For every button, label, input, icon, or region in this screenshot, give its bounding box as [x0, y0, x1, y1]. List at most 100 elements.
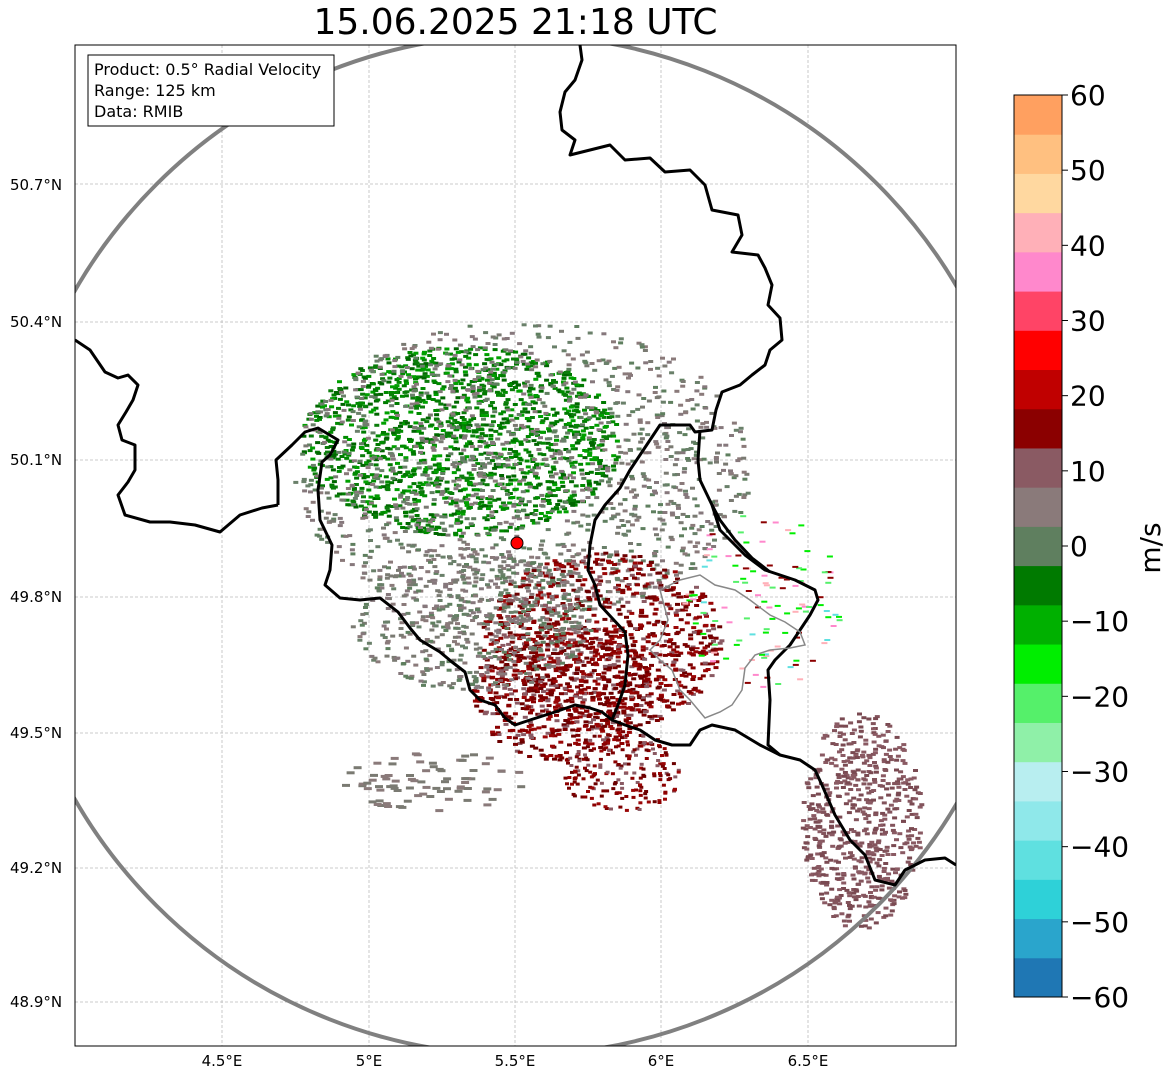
echo-pixel: [615, 655, 621, 659]
echo-pixel: [408, 354, 414, 358]
echo-pixel: [547, 715, 553, 718]
echo-pixel: [483, 434, 488, 438]
echo-pixel: [440, 533, 446, 537]
echo-pixel: [476, 401, 482, 405]
echo-pixel: [639, 592, 645, 595]
echo-pixel: [401, 342, 407, 346]
echo-pixel: [439, 544, 445, 548]
echo-pixel: [488, 683, 494, 687]
echo-pixel: [515, 733, 521, 737]
echo-pixel: [534, 667, 540, 671]
echo-pixel: [697, 651, 703, 655]
echo-pixel: [564, 751, 569, 755]
echo-pixel: [556, 584, 561, 588]
echo-pixel: [638, 801, 643, 805]
echo-pixel: [385, 357, 391, 361]
echo-pixel: [501, 609, 507, 613]
echo-pixel: [713, 525, 719, 528]
echo-pixel: [563, 614, 569, 618]
echo-pixel: [442, 515, 448, 519]
echo-pixel: [736, 492, 742, 496]
echo-pixel: [607, 656, 613, 660]
echo-pixel: [566, 698, 572, 702]
echo-pixel: [596, 644, 602, 648]
echo-pixel: [336, 450, 342, 454]
echo-pixel: [362, 512, 368, 516]
echo-pixel: [626, 743, 630, 747]
echo-pixel: [451, 405, 457, 409]
echo-pixel: [911, 841, 916, 845]
echo-pixel: [662, 483, 668, 487]
echo-pixel: [613, 781, 618, 784]
echo-pixel: [619, 519, 625, 522]
echo-pixel: [671, 502, 677, 505]
echo-pixel: [611, 683, 617, 687]
echo-pixel: [346, 403, 351, 407]
echo-pixel: [416, 429, 422, 433]
echo-pixel: [476, 375, 482, 379]
echo-pixel: [339, 520, 345, 524]
echo-pixel: [403, 394, 409, 398]
echo-pixel: [421, 367, 427, 371]
echo-pixel: [429, 614, 435, 618]
echo-pixel: [549, 595, 555, 598]
echo-pixel: [609, 411, 615, 415]
echo-pixel: [514, 357, 520, 361]
echo-pixel: [585, 472, 590, 475]
echo-pixel: [488, 473, 494, 477]
echo-pixel: [421, 519, 427, 523]
echo-pixel: [658, 778, 663, 782]
echo-pixel: [526, 389, 532, 393]
echo-pixel: [540, 753, 546, 757]
echo-pixel: [477, 599, 483, 603]
echo-pixel: [315, 410, 321, 414]
echo-pixel: [712, 538, 717, 542]
echo-pixel: [520, 410, 526, 414]
echo-pixel: [694, 419, 700, 423]
echo-pixel: [624, 808, 629, 812]
echo-pixel: [601, 738, 606, 742]
echo-pixel: [543, 552, 549, 556]
echo-pixel: [408, 448, 414, 452]
echo-pixel: [566, 450, 572, 454]
echo-pixel: [498, 536, 504, 540]
echo-pixel: [568, 405, 574, 409]
echo-pixel: [455, 468, 461, 472]
echo-pixel: [469, 414, 475, 418]
echo-pixel: [511, 581, 517, 585]
echo-pixel: [707, 634, 713, 638]
echo-pixel: [410, 544, 416, 548]
echo-pixel: [615, 659, 621, 663]
echo-pixel: [573, 602, 579, 606]
echo-pixel: [436, 382, 442, 386]
echo-pixel: [543, 417, 549, 421]
echo-pixel: [577, 715, 583, 719]
echo-pixel: [538, 389, 544, 393]
echo-pixel: [414, 514, 420, 517]
echo-pixel: [398, 493, 404, 497]
echo-pixel: [322, 440, 328, 444]
echo-pixel: [470, 387, 476, 391]
echo-pixel: [465, 396, 471, 400]
echo-pixel: [353, 505, 359, 509]
echo-pixel: [668, 445, 674, 449]
echo-pixel: [580, 393, 586, 397]
echo-pixel: [478, 471, 484, 475]
echo-pixel: [465, 640, 471, 644]
echo-pixel: [598, 765, 603, 769]
echo-pixel: [527, 393, 533, 397]
echo-pixel: [526, 450, 532, 454]
echo-pixel: [511, 432, 516, 436]
echo-pixel: [557, 499, 563, 503]
echo-pixel: [359, 418, 365, 422]
echo-pixel: [448, 582, 454, 585]
echo-pixel: [420, 439, 425, 442]
echo-pixel: [600, 729, 606, 733]
echo-pixel: [559, 580, 565, 584]
echo-pixel: [896, 791, 902, 795]
echo-pixel: [378, 392, 384, 396]
echo-pixel: [606, 680, 612, 684]
echo-pixel: [457, 358, 463, 362]
echo-pixel: [618, 805, 623, 809]
echo-pixel: [601, 430, 607, 434]
